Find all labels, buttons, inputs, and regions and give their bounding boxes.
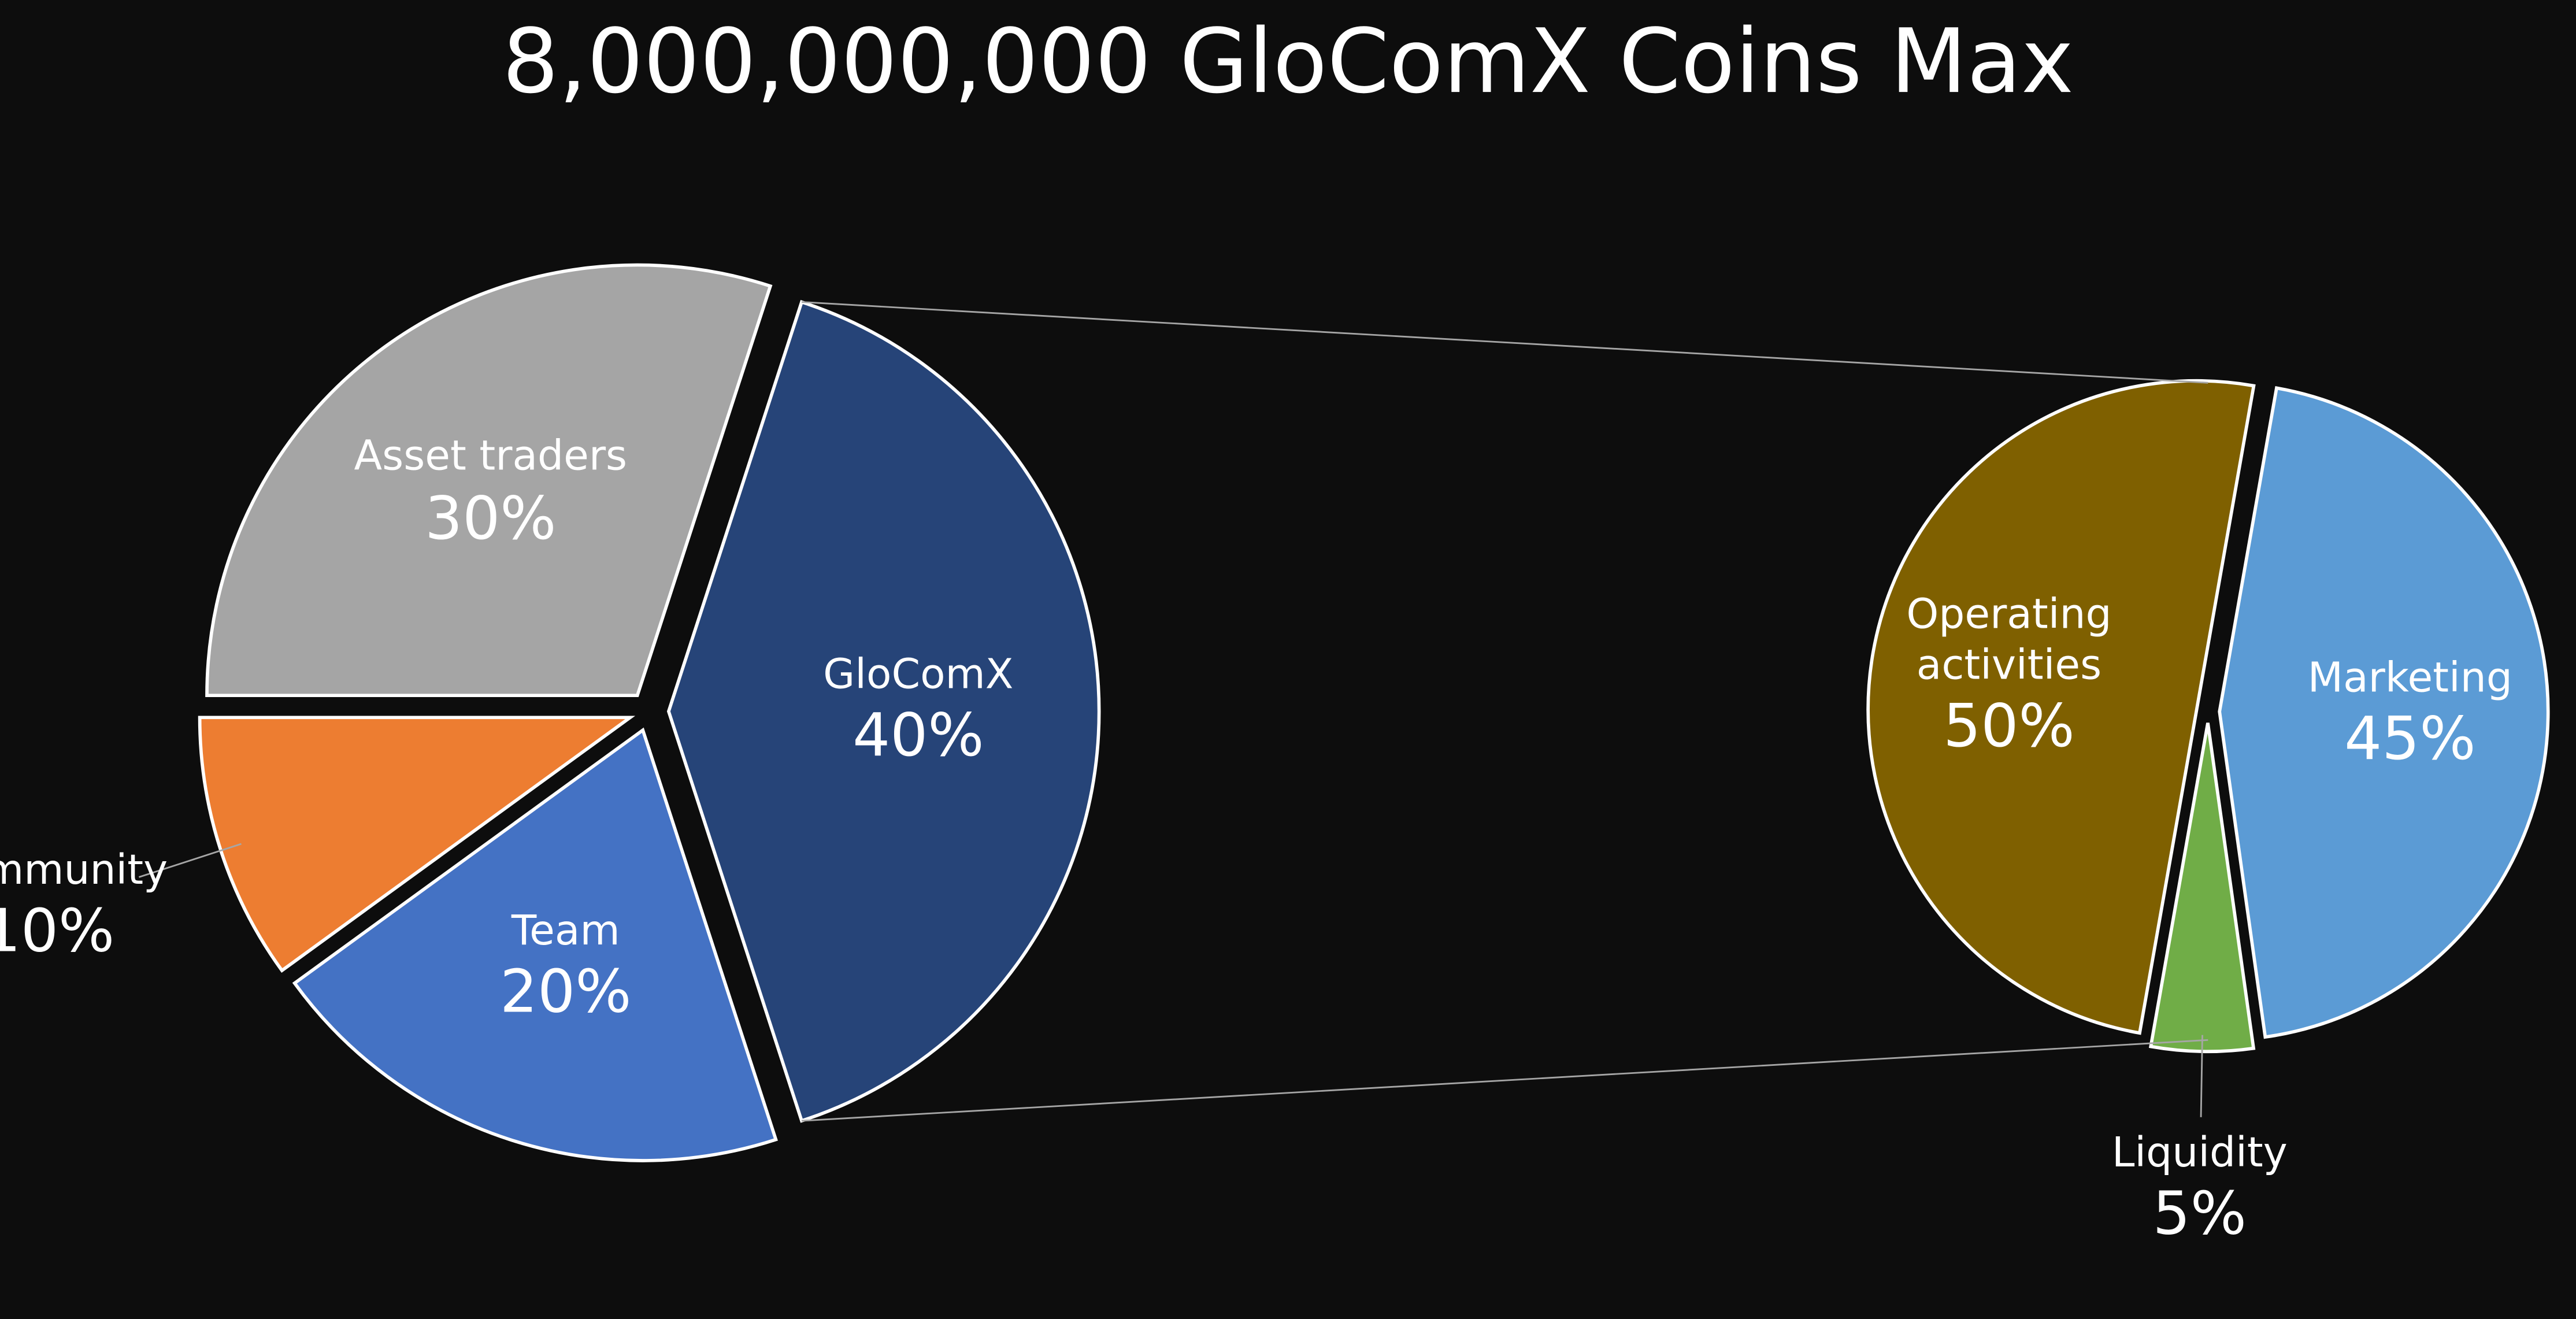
slice-name: Community (0, 845, 168, 894)
slice-value: 30% (425, 485, 557, 553)
slice-name: Asset traders (354, 432, 628, 480)
pie-slice (666, 299, 1101, 1123)
connector-line (801, 301, 2208, 384)
data-label: Marketing 45% (2308, 653, 2512, 778)
data-label: GloComX 40% (823, 649, 1013, 774)
slice-name: Team (511, 906, 620, 954)
slice-value: 45% (2344, 707, 2476, 775)
slice-name: Marketing (2307, 654, 2512, 702)
slice-name: GloComX (823, 650, 1014, 698)
slice-value: 20% (500, 959, 632, 1027)
data-label: Asset traders 30% (354, 431, 628, 556)
leader-line (2200, 1035, 2203, 1117)
pie-slice (2218, 386, 2550, 1039)
pie-slice (205, 263, 773, 698)
slice-name: Operating activities (1906, 590, 2112, 689)
slice-value: 5% (2152, 1181, 2247, 1249)
data-label: Team 20% (500, 905, 631, 1031)
chart-title: 8,000,000,000 GloComX Coins Max (502, 10, 2074, 114)
slice-value: 10% (0, 898, 115, 966)
pie-slice (292, 727, 778, 1162)
pie-slice (1866, 379, 2256, 1035)
slice-value: 40% (853, 703, 984, 771)
slice-name: Liquidity (2111, 1128, 2288, 1176)
connector-line (801, 1039, 2208, 1122)
data-label: Liquidity 5% (2112, 1127, 2288, 1252)
slice-value: 50% (1943, 694, 2075, 762)
data-label: Operating activities 50% (1869, 588, 2148, 765)
data-label: Community10% (0, 844, 168, 969)
leader-line (138, 843, 242, 878)
